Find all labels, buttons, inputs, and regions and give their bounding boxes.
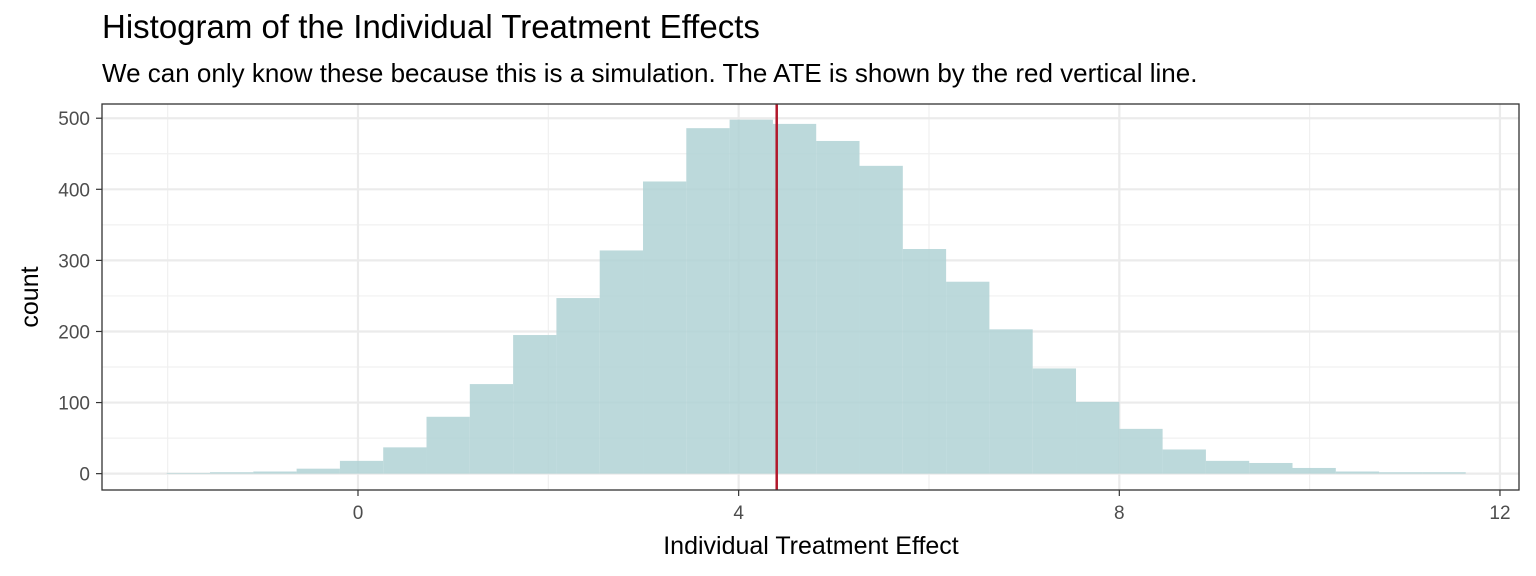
histogram-bar <box>1205 460 1250 474</box>
y-tick-label: 200 <box>58 322 90 343</box>
histogram-bar <box>426 416 470 474</box>
histogram-bar <box>1032 368 1077 474</box>
histogram-bar <box>1119 428 1163 474</box>
y-tick-label: 0 <box>79 465 90 486</box>
histogram-bar <box>1422 472 1466 474</box>
x-tick-label: 12 <box>1489 503 1510 524</box>
x-tick-label: 4 <box>733 503 744 524</box>
histogram-bar <box>556 298 600 474</box>
histogram-bar <box>686 128 730 474</box>
histogram-bar <box>166 472 211 474</box>
histogram-bar <box>1162 449 1206 474</box>
histogram-bar <box>296 468 340 474</box>
y-axis-title: count <box>16 266 44 327</box>
y-tick-label: 400 <box>58 180 90 201</box>
histogram-bar <box>339 460 384 474</box>
histogram-bar <box>1292 467 1336 474</box>
x-axis: 0 4 8 12 <box>353 490 1511 524</box>
x-axis-title: Individual Treatment Effect <box>663 532 959 560</box>
histogram-bar <box>1335 471 1380 474</box>
x-tick-label: 8 <box>1114 503 1125 524</box>
histogram-bar <box>210 472 254 474</box>
histogram-bar <box>1076 401 1120 474</box>
y-tick-label: 300 <box>58 251 90 272</box>
histogram-bar <box>513 335 557 474</box>
histogram-bar <box>643 181 687 474</box>
chart-title: Histogram of the Individual Treatment Ef… <box>102 8 760 45</box>
y-axis: 0 100 200 300 400 500 <box>58 109 102 486</box>
histogram-bar <box>816 140 860 474</box>
histogram-bar <box>989 329 1033 474</box>
histogram-bar <box>729 119 773 474</box>
histogram-bar <box>383 447 427 474</box>
histogram-bar <box>1249 462 1293 474</box>
histogram-bar <box>469 384 514 474</box>
histogram-bar <box>599 250 644 474</box>
histogram-bars <box>166 119 1466 474</box>
chart-subtitle: We can only know these because this is a… <box>102 58 1198 88</box>
histogram-bar <box>946 281 990 474</box>
x-tick-label: 0 <box>353 503 364 524</box>
histogram-bar <box>859 165 903 474</box>
histogram-bar <box>1379 472 1423 474</box>
histogram-bar <box>902 249 947 474</box>
histogram-bar <box>253 471 297 474</box>
panel-border <box>101 103 1520 491</box>
y-tick-label: 100 <box>58 394 90 415</box>
histogram-bar <box>772 123 817 474</box>
y-tick-label: 500 <box>58 109 90 130</box>
